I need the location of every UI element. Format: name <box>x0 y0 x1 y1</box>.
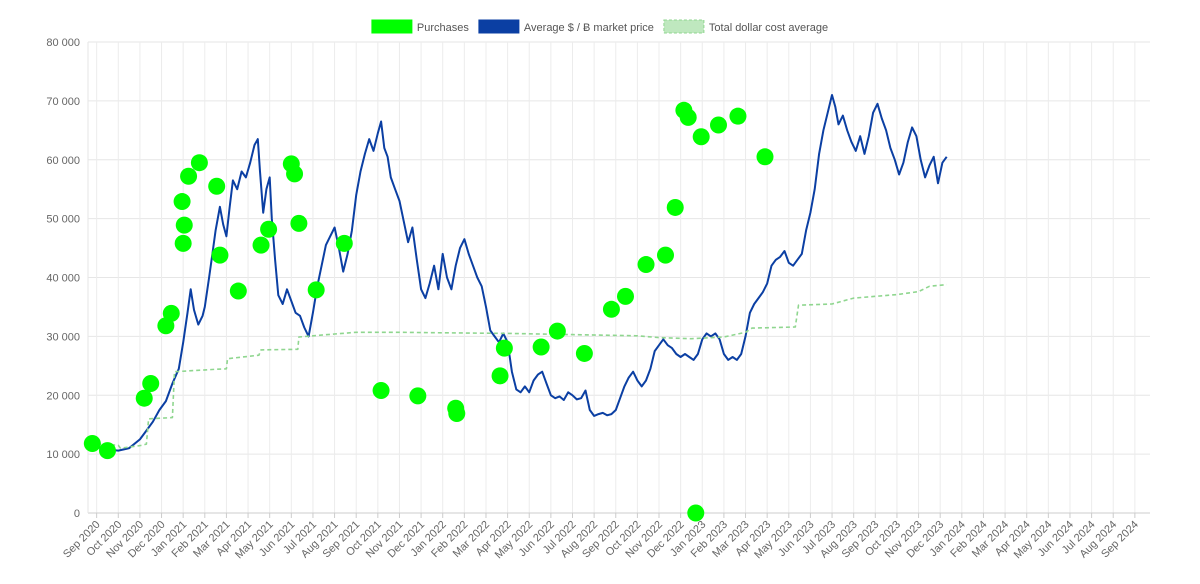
legend-label: Average $ / Ƀ market price <box>524 22 654 34</box>
purchase-point <box>190 154 208 172</box>
legend-label: Purchases <box>417 22 469 34</box>
y-tick-label: 60 000 <box>46 155 80 167</box>
y-tick-label: 20 000 <box>46 390 80 402</box>
grid-layer <box>88 41 1150 514</box>
legend-item: Purchases <box>371 19 469 34</box>
y-tick-label: 30 000 <box>46 331 80 343</box>
purchase-points-layer <box>83 101 774 522</box>
y-tick-label: 50 000 <box>46 214 80 226</box>
series-layer <box>89 94 948 452</box>
purchase-point <box>575 344 593 362</box>
purchase-point <box>83 435 101 453</box>
y-tick-label: 40 000 <box>46 273 80 285</box>
y-tick-label: 70 000 <box>46 96 80 108</box>
purchase-point <box>756 148 774 166</box>
legend: Purchases Average $ / Ƀ market price Total… <box>371 19 828 34</box>
legend-swatch-market-price <box>478 19 520 34</box>
market-price-line <box>89 94 948 452</box>
purchase-point <box>162 304 180 322</box>
purchase-point <box>174 234 192 252</box>
purchase-point <box>229 282 247 300</box>
purchase-point <box>372 382 390 400</box>
purchase-point <box>252 236 270 254</box>
y-tick-label: 80 000 <box>46 37 80 49</box>
purchase-point <box>211 246 229 264</box>
purchase-point <box>709 116 727 134</box>
legend-swatch-cost-average <box>663 19 705 34</box>
purchase-point <box>679 108 697 126</box>
purchase-point <box>616 287 634 305</box>
purchase-point <box>290 214 308 232</box>
dollar-cost-average-line <box>90 283 947 449</box>
purchase-point <box>173 193 191 211</box>
purchase-point <box>532 338 550 356</box>
legend-label: Total dollar cost average <box>709 22 828 34</box>
purchase-point <box>208 177 226 195</box>
purchase-point <box>175 216 193 234</box>
purchase-point <box>602 300 620 318</box>
legend-swatch-purchases <box>371 19 413 34</box>
purchase-point <box>135 389 153 407</box>
purchase-point <box>260 220 278 238</box>
purchase-point <box>491 367 509 385</box>
purchase-point <box>142 374 160 392</box>
y-tick-label: 10 000 <box>46 449 80 461</box>
purchase-point <box>692 128 710 146</box>
purchase-point <box>637 256 655 274</box>
legend-item: Total dollar cost average <box>663 19 828 34</box>
purchase-point <box>729 107 747 125</box>
purchase-point <box>448 405 466 423</box>
axis-layer: 0 10 000 20 000 30 000 40 000 50 000 60 000 70 … <box>46 37 1150 561</box>
legend-item: Average $ / Ƀ market price <box>478 19 654 34</box>
purchase-point <box>548 322 566 340</box>
purchase-point <box>286 165 304 183</box>
purchase-point <box>409 387 427 405</box>
purchase-point <box>335 234 353 252</box>
purchase-point <box>98 442 116 460</box>
purchase-point <box>657 246 675 264</box>
purchase-point <box>307 281 325 299</box>
purchase-point <box>180 167 198 185</box>
y-tick-label: 0 <box>74 508 80 520</box>
purchase-point <box>666 198 684 216</box>
purchase-point <box>495 339 513 357</box>
purchase-point <box>687 504 705 522</box>
